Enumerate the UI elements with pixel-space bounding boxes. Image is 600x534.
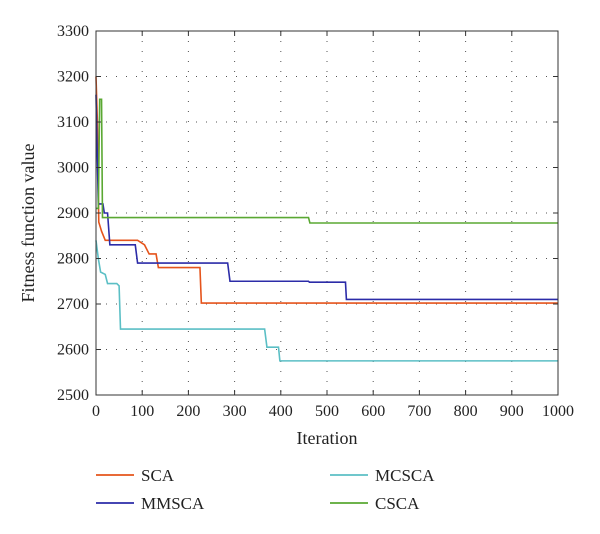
x-tick-label: 200 [176,403,200,420]
x-tick-label: 100 [130,403,154,420]
legend-label-sca: SCA [141,466,175,485]
x-tick-label: 700 [407,403,431,420]
x-tick-label: 500 [315,403,339,420]
axis-ticks: 0 100 200 300 400 500 600 700 800 900 1000 2500 2600… [57,23,574,420]
legend-label-mcsca: MCSCA [375,466,435,485]
y-tick-label: 3000 [57,160,89,177]
series-line-mcsca [95,240,558,362]
x-tick-label: 0 [92,403,100,420]
legend: SCA MMSCA MCSCA CSCA [96,466,435,513]
series-line-sca [95,76,559,305]
y-tick-label: 2500 [57,387,89,404]
x-tick-label: 1000 [542,403,574,420]
y-tick-label: 3200 [57,69,89,86]
grid [96,31,558,395]
y-tick-label: 3300 [57,23,89,40]
y-tick-label: 3100 [57,114,89,131]
y-tick-label: 2900 [57,205,89,222]
x-tick-label: 800 [454,403,478,420]
series-line-mmsca [95,94,558,301]
series-line-csca [96,98,558,224]
legend-label-csca: CSCA [375,494,420,513]
y-tick-label: 2800 [57,251,89,268]
x-tick-label: 900 [500,403,524,420]
legend-label-mmsca: MMSCA [141,494,205,513]
x-tick-label: 300 [223,403,247,420]
y-tick-label: 2700 [57,296,89,313]
x-tick-label: 600 [361,403,385,420]
series-lines [95,76,559,362]
y-axis-label: Fitness function value [18,144,38,303]
x-axis-label: Iteration [297,428,358,448]
x-tick-label: 400 [269,403,293,420]
y-tick-label: 2600 [57,342,89,359]
